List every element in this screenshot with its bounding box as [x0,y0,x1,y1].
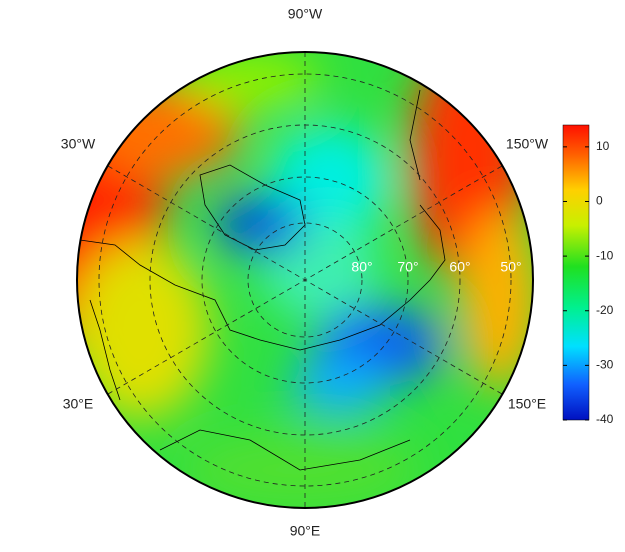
colorbar-tick-label: 0 [596,194,603,208]
colorbar-tick-label: -40 [596,412,614,426]
longitude-label: 30°E [63,396,94,412]
coastlines [79,89,446,471]
colorbar-tick-label: -30 [596,358,614,372]
latitude-label: 70° [397,259,418,275]
graticule [98,52,512,508]
colorbar-tick-label: -20 [596,303,614,317]
longitude-label: 90°W [288,6,323,22]
map-border [76,51,534,509]
latitude-label: 80° [351,259,372,275]
longitude-label: 30°W [61,136,96,152]
longitude-label: 150°W [506,136,549,152]
latitude-label: 60° [449,259,470,275]
longitude-label: 90°E [290,523,321,539]
colorbar-tick-label: 10 [596,139,610,153]
longitude-label: 150°E [508,396,546,412]
latitude-label: 50° [500,259,521,275]
colorbar-tick-label: -10 [596,248,614,262]
colorbar [562,124,590,421]
